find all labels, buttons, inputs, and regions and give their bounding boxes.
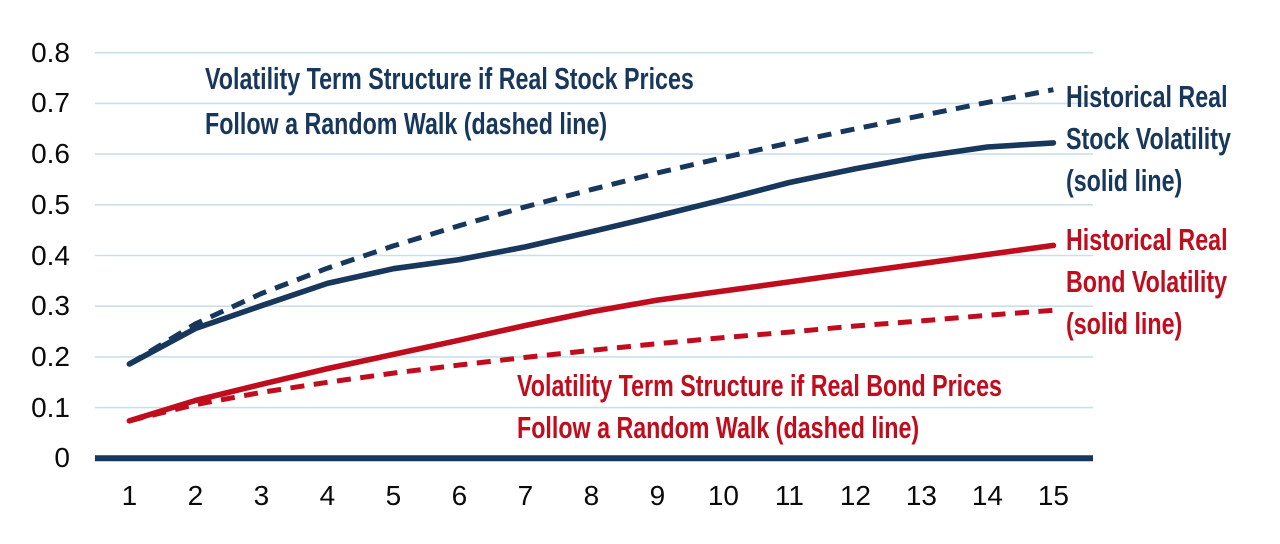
x-tick-label: 14 (971, 480, 1003, 511)
y-tick-label: 0.3 (31, 290, 70, 322)
series-label-line: Stock Volatility (1066, 121, 1231, 156)
y-tick-label: 0 (54, 442, 70, 474)
x-tick-label: 5 (385, 480, 402, 511)
x-tick-label: 9 (649, 480, 666, 511)
x-tick-label: 6 (451, 480, 468, 511)
series-label-line: Bond Volatility (1066, 264, 1228, 299)
annotation-line: Follow a Random Walk (dashed line) (205, 106, 608, 141)
annotation-line: Volatility Term Structure if Real Stock … (205, 61, 694, 96)
volatility-term-structure-if-real-stock-prices-follow-a-random-walk-line (128, 87, 1054, 367)
x-tick-label: 15 (1037, 480, 1069, 511)
x-tick-label: 13 (905, 480, 937, 511)
y-tick-label: 0.1 (31, 391, 70, 423)
annotation-line: Follow a Random Walk (dashed line) (517, 410, 920, 445)
series-label-line: Historical Real (1066, 222, 1228, 257)
x-tick-label: 1 (121, 480, 138, 511)
x-tick-label: 8 (583, 480, 600, 511)
x-tick-label: 10 (707, 480, 739, 511)
y-tick-label: 0.7 (31, 87, 70, 119)
historical-real-stock-volatility-line (126, 140, 1057, 367)
x-tick-label: 11 (774, 480, 804, 511)
y-tick-label: 0.4 (31, 239, 70, 271)
historical-real-bond-volatility-line (126, 242, 1057, 424)
y-tick-label: 0.2 (31, 340, 70, 372)
series-label-line: Historical Real (1066, 79, 1228, 114)
y-tick-label: 0.8 (31, 36, 70, 68)
y-tick-label: 0.6 (31, 138, 70, 170)
y-tick-label: 0.5 (31, 188, 70, 220)
annotation-line: Volatility Term Structure if Real Bond P… (517, 368, 1002, 403)
series-label-line: (solid line) (1066, 163, 1183, 198)
stock-historical-series-label: Historical Real Stock Volatility (solid … (1066, 76, 1231, 202)
x-tick-label: 3 (253, 480, 270, 511)
x-tick-label: 2 (187, 480, 204, 511)
bond-random-walk-annotation: Volatility Term Structure if Real Bond P… (517, 365, 1002, 449)
x-tick-label: 12 (839, 480, 871, 511)
volatility-term-structure-if-real-bond-prices-follow-a-random-walk-line (128, 307, 1054, 424)
x-tick-label: 7 (517, 480, 534, 511)
stock-random-walk-annotation: Volatility Term Structure if Real Stock … (205, 56, 694, 146)
bond-historical-series-label: Historical Real Bond Volatility (solid l… (1066, 219, 1228, 345)
x-tick-label: 4 (319, 480, 336, 511)
series-label-line: (solid line) (1066, 306, 1183, 341)
